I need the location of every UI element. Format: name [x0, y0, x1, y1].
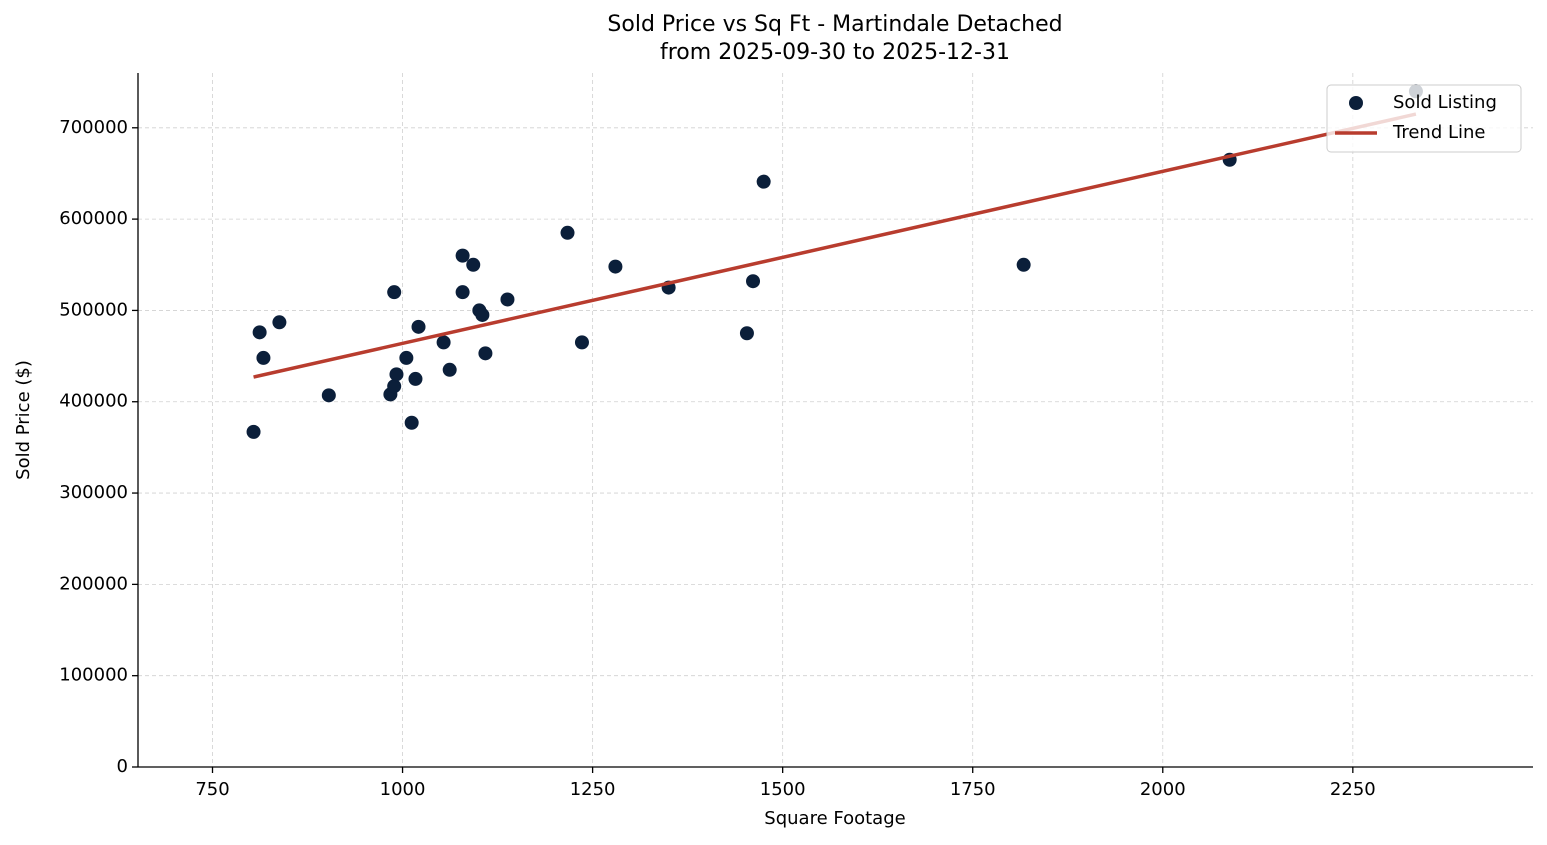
point [475, 307, 490, 322]
y-tick-label: 0 [117, 756, 128, 777]
x-tick-label: 1000 [380, 779, 426, 800]
point [756, 174, 771, 189]
point [404, 415, 419, 430]
y-tick-label: 200000 [59, 573, 128, 594]
point [560, 225, 575, 240]
point [408, 371, 423, 386]
x-tick-label: 750 [195, 779, 229, 800]
point [256, 350, 271, 365]
x-tick-label: 1500 [760, 779, 806, 800]
point [252, 325, 267, 340]
y-tick-label: 700000 [59, 117, 128, 138]
x-tick-label: 2250 [1330, 779, 1376, 800]
y-tick-label: 100000 [59, 665, 128, 686]
point [442, 362, 457, 377]
point [272, 315, 287, 330]
point [466, 257, 481, 272]
point [321, 388, 336, 403]
point [608, 259, 623, 274]
x-tick-label: 1250 [570, 779, 616, 800]
point [1016, 257, 1031, 272]
y-tick-label: 500000 [59, 299, 128, 320]
point [500, 292, 515, 307]
legend-label: Sold Listing [1393, 92, 1497, 113]
point [387, 285, 402, 300]
x-tick-label: 1750 [950, 779, 996, 800]
point [387, 379, 402, 394]
point [246, 424, 261, 439]
x-tick-label: 2000 [1140, 779, 1186, 800]
point [399, 350, 414, 365]
point [574, 335, 589, 350]
point [746, 274, 761, 289]
point [411, 319, 426, 334]
point [455, 285, 470, 300]
legend-marker [1349, 96, 1363, 110]
y-tick-label: 300000 [59, 482, 128, 503]
y-tick-label: 600000 [59, 208, 128, 229]
legend-label: Trend Line [1392, 122, 1486, 143]
point [436, 335, 451, 350]
y-axis-label: Sold Price ($) [13, 360, 34, 480]
point [455, 248, 470, 263]
legend-box [1326, 84, 1522, 153]
point [478, 346, 493, 361]
chart-title: Sold Price vs Sq Ft - Martindale Detache… [607, 12, 1062, 37]
trend-line [253, 112, 1417, 379]
x-axis-label: Square Footage [764, 808, 905, 829]
point [739, 326, 754, 341]
y-tick-label: 400000 [59, 391, 128, 412]
point [389, 367, 404, 382]
chart-subtitle: from 2025-09-30 to 2025-12-31 [660, 40, 1010, 65]
